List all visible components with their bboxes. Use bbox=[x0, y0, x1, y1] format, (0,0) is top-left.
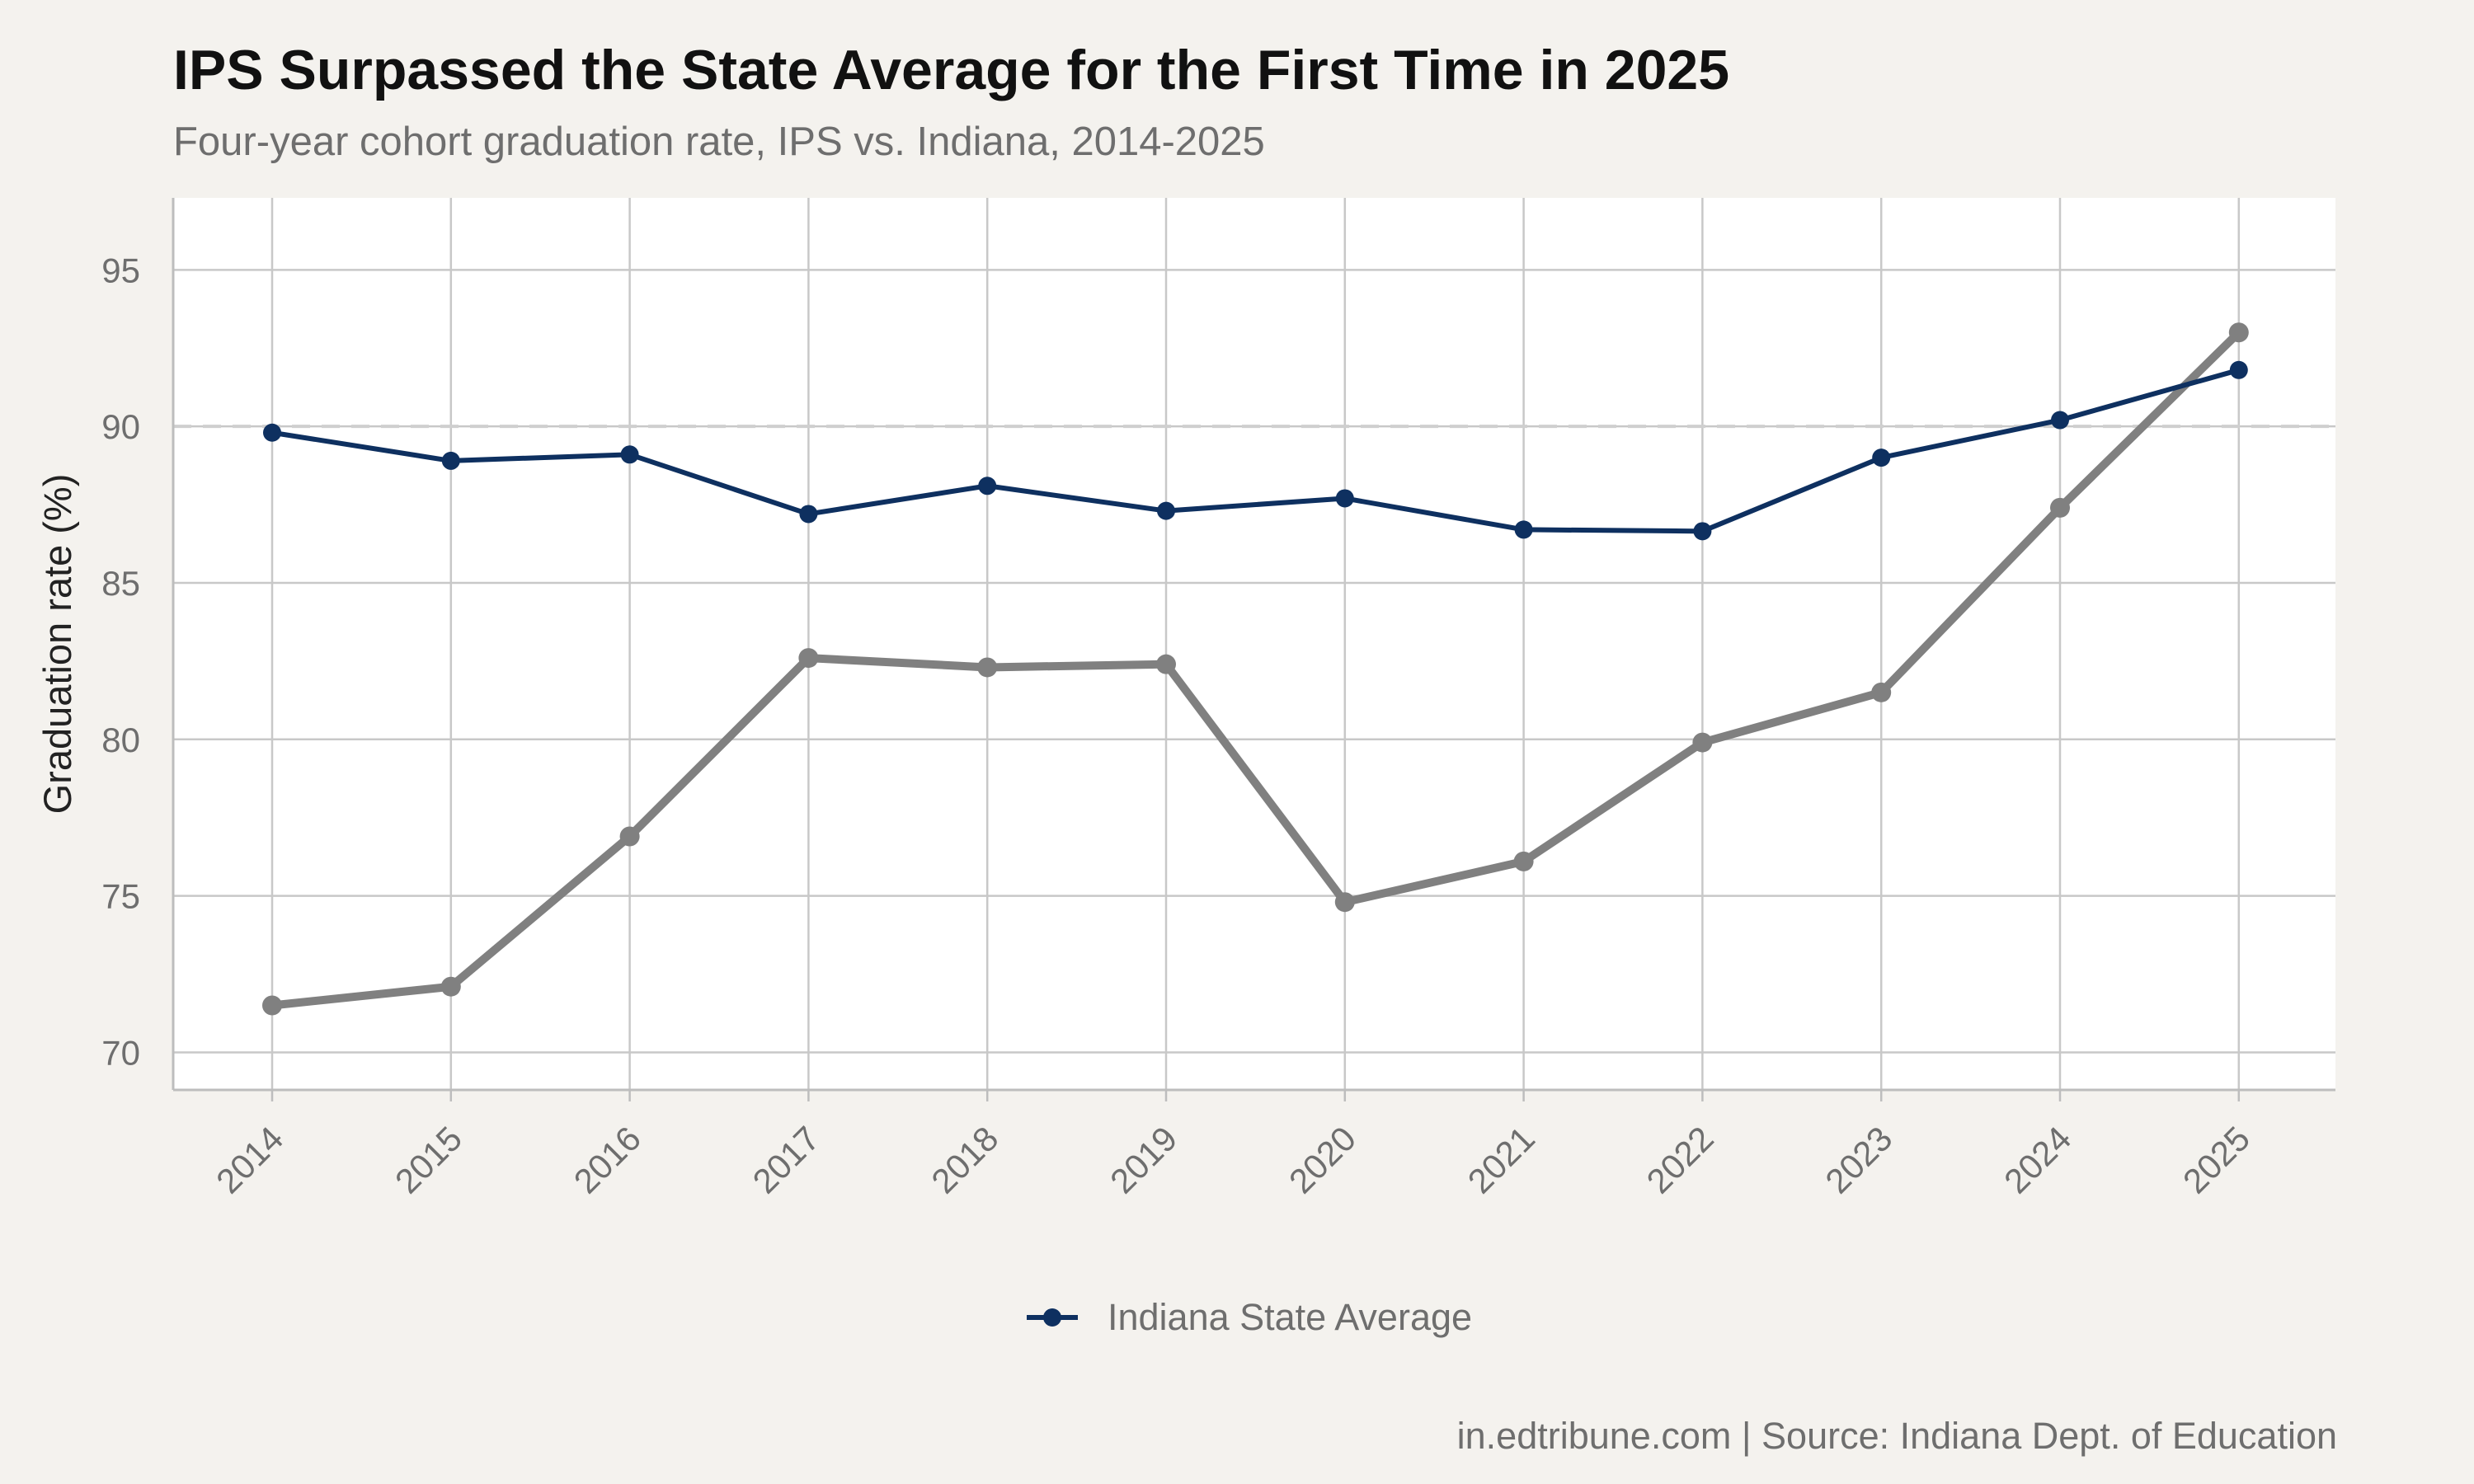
data-point-ips bbox=[798, 648, 819, 669]
x-tick-label: 2015 bbox=[388, 1119, 469, 1200]
data-point-ips bbox=[977, 657, 998, 678]
data-point-ips bbox=[2228, 322, 2249, 343]
data-point-state-average bbox=[2229, 360, 2248, 379]
source-caption: in.edtribune.com | Source: Indiana Dept.… bbox=[1456, 1415, 2337, 1457]
series-line-ips bbox=[268, 328, 2243, 1010]
data-point-state-average bbox=[1335, 489, 1354, 508]
plot-panel bbox=[173, 198, 2335, 1090]
data-point-state-average bbox=[1872, 448, 1891, 467]
data-point-state-average bbox=[1514, 520, 1533, 539]
y-tick-labels: 70 75 80 85 90 95 bbox=[101, 251, 140, 1072]
y-tick-label: 95 bbox=[101, 251, 140, 289]
chart-subtitle: Four-year cohort graduation rate, IPS vs… bbox=[173, 120, 1265, 164]
data-point-ips bbox=[1692, 732, 1713, 753]
data-point-ips bbox=[619, 826, 640, 847]
x-tick-label: 2019 bbox=[1103, 1119, 1184, 1200]
data-point-state-average bbox=[263, 423, 281, 442]
y-tick-label: 80 bbox=[101, 721, 140, 759]
data-point-ips bbox=[262, 995, 282, 1016]
x-tick-label: 2014 bbox=[209, 1119, 290, 1200]
x-tick-label: 2017 bbox=[745, 1119, 826, 1200]
legend: Indiana State Average bbox=[1027, 1291, 1472, 1344]
data-point-state-average bbox=[978, 477, 997, 495]
y-axis-title: Graduation rate (%) bbox=[35, 474, 79, 815]
data-point-state-average bbox=[620, 445, 639, 464]
data-point-ips bbox=[2050, 497, 2070, 518]
x-tick-label: 2018 bbox=[924, 1119, 1005, 1200]
x-tick-label: 2023 bbox=[1818, 1119, 1899, 1200]
legend-marker-dot bbox=[1043, 1308, 1061, 1327]
data-point-state-average bbox=[799, 505, 818, 524]
data-point-state-average bbox=[2051, 411, 2069, 430]
chart-title: IPS Surpassed the State Average for the … bbox=[173, 39, 1730, 101]
legend-label-state-average: Indiana State Average bbox=[1108, 1296, 1473, 1338]
x-tick-label: 2020 bbox=[1282, 1119, 1363, 1200]
x-tick-label: 2022 bbox=[1639, 1119, 1720, 1200]
legend-marker-state-average bbox=[1027, 1308, 1078, 1327]
x-tick-label: 2016 bbox=[567, 1119, 648, 1200]
y-tick-label: 70 bbox=[101, 1033, 140, 1072]
x-tick-label: 2021 bbox=[1460, 1119, 1542, 1200]
x-tick-labels: 2014 2015 2016 2017 2018 2019 2020 2021 2022 2023… bbox=[209, 1119, 2257, 1200]
x-gridlines bbox=[270, 198, 2241, 1101]
data-point-ips bbox=[1156, 654, 1176, 674]
series-group bbox=[262, 322, 2249, 1016]
y-tick-label: 75 bbox=[101, 877, 140, 916]
data-point-state-average bbox=[1157, 501, 1175, 520]
data-point-state-average bbox=[1693, 522, 1712, 541]
data-point-ips bbox=[440, 976, 461, 997]
y-tick-label: 90 bbox=[101, 407, 140, 446]
data-point-ips bbox=[1513, 851, 1534, 871]
data-point-ips bbox=[1871, 682, 1892, 702]
x-tick-label: 2025 bbox=[2175, 1119, 2257, 1200]
x-tick-label: 2024 bbox=[1997, 1119, 2078, 1200]
data-point-state-average bbox=[441, 451, 460, 470]
series-line-state-average bbox=[270, 367, 2241, 534]
y-tick-label: 85 bbox=[101, 564, 140, 603]
data-point-ips bbox=[1334, 892, 1355, 913]
